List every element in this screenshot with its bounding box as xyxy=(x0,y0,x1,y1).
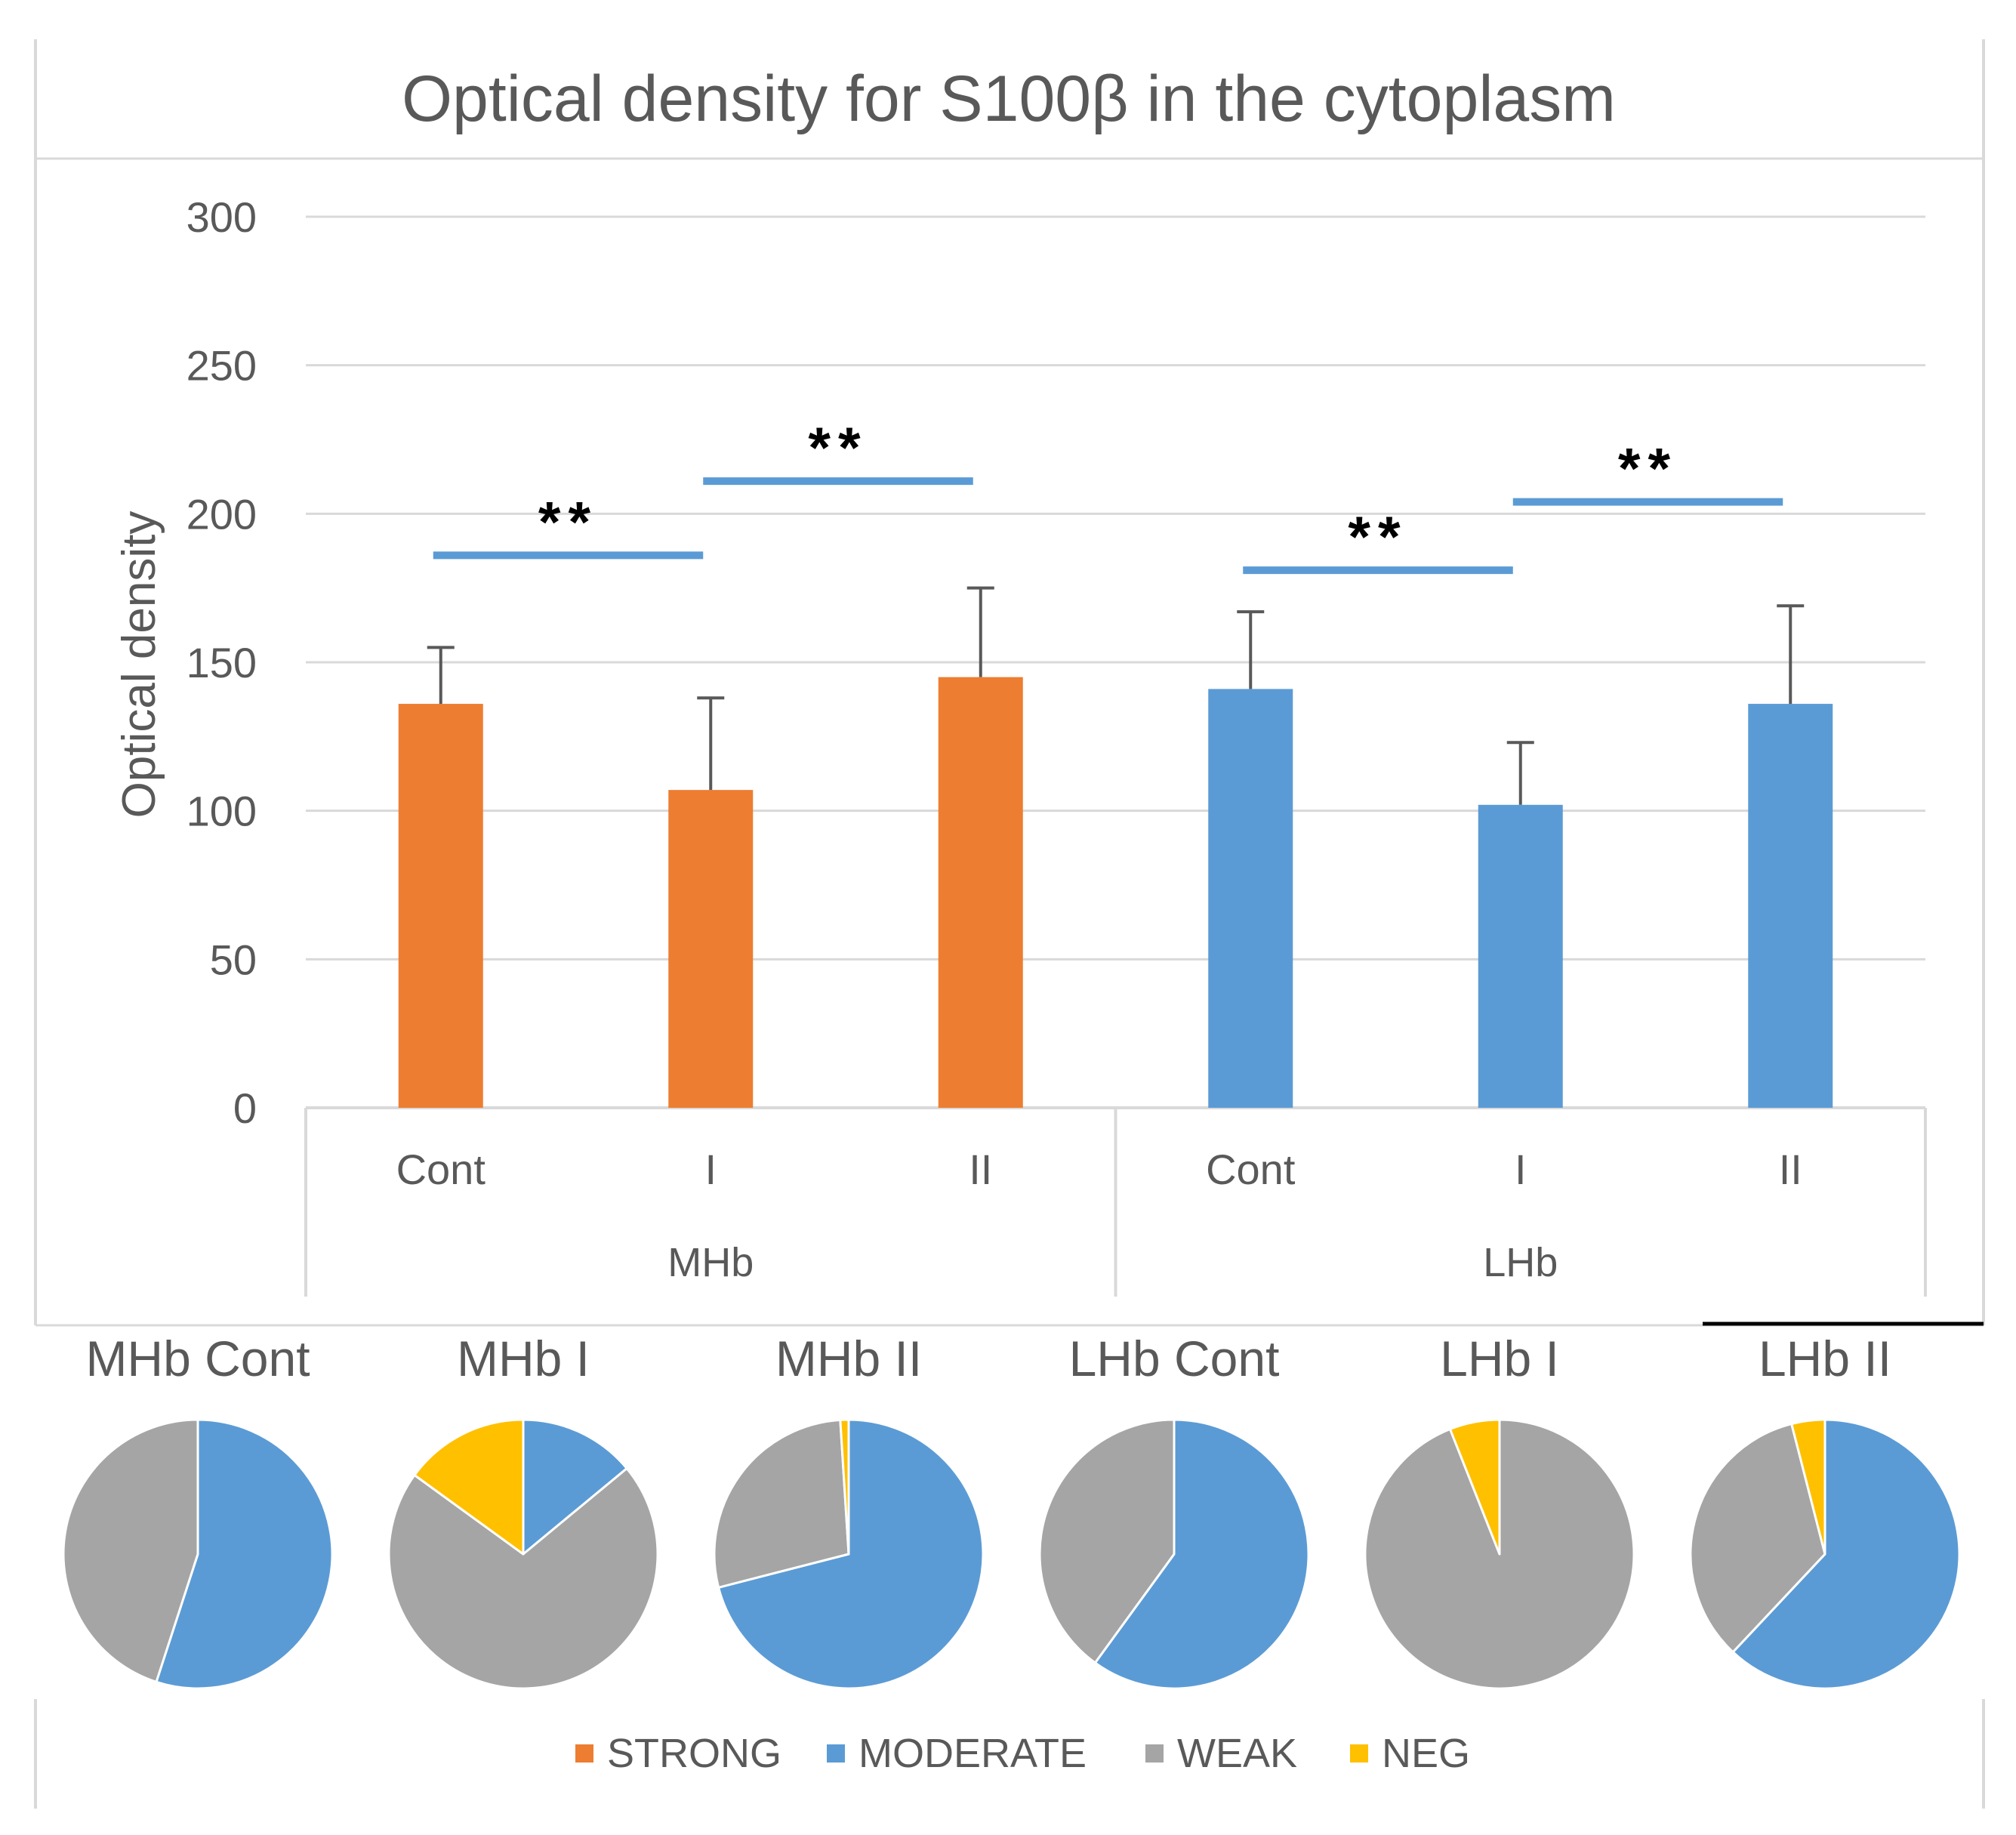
significance-markers: ** ** ** ** xyxy=(433,416,1783,575)
legend-swatch-neg xyxy=(1350,1744,1368,1763)
pie-mhb-i: MHb I xyxy=(387,1331,659,1690)
legend-swatch-strong xyxy=(575,1744,593,1763)
significance-label: ** xyxy=(538,490,598,554)
bar-MHb-II xyxy=(938,677,1023,1108)
group-label: LHb xyxy=(1483,1240,1558,1285)
bars xyxy=(398,677,1833,1108)
pie-title: MHb Cont xyxy=(85,1331,310,1386)
pie-slice-neg xyxy=(1790,1418,1826,1556)
bar-LHb-I xyxy=(1478,804,1563,1108)
pie-slice-weak xyxy=(62,1418,199,1683)
pie-slice-moderate xyxy=(1093,1418,1310,1690)
bar-chart: Optical density for S100β in the cytopla… xyxy=(34,39,1985,1327)
pie-slice-moderate xyxy=(717,1418,985,1690)
category-label: II xyxy=(969,1146,992,1193)
significance-label: ** xyxy=(1348,505,1407,569)
y-tick-label: 0 xyxy=(233,1084,257,1132)
pie-title: MHb I xyxy=(457,1331,590,1386)
y-tick-label: 200 xyxy=(186,490,257,538)
y-tick-label: 250 xyxy=(186,342,257,390)
chart-title: Optical density for S100β in the cytopla… xyxy=(402,63,1616,135)
pie-title: MHb II xyxy=(775,1331,922,1386)
category-label: II xyxy=(1779,1146,1802,1193)
pie-slice-neg xyxy=(1448,1418,1501,1556)
significance-label: ** xyxy=(1618,437,1678,501)
pie-slice-weak xyxy=(713,1418,850,1589)
legend-label-strong: STRONG xyxy=(607,1731,781,1776)
pie-slice-weak xyxy=(1038,1418,1176,1664)
legend-label-weak: WEAK xyxy=(1177,1731,1297,1776)
pie-mhb-cont: MHb Cont xyxy=(62,1331,334,1690)
pie-slice-neg xyxy=(839,1418,850,1556)
pie-title: LHb I xyxy=(1440,1331,1559,1386)
y-tick-label: 150 xyxy=(186,639,257,686)
pie-slice-moderate xyxy=(522,1418,628,1556)
pie-mhb-ii: MHb II xyxy=(713,1331,985,1690)
legend-label-neg: NEG xyxy=(1382,1731,1470,1776)
pie-title: LHb Cont xyxy=(1069,1331,1280,1386)
y-axis-label: Optical density xyxy=(113,511,165,819)
legend-swatch-moderate xyxy=(827,1744,845,1763)
legend-frame xyxy=(34,1699,1985,1809)
pie-slice-weak xyxy=(1689,1423,1826,1654)
legend-swatch-weak xyxy=(1145,1744,1164,1763)
legend-label-moderate: MODERATE xyxy=(858,1731,1087,1776)
category-label: Cont xyxy=(1206,1146,1296,1193)
y-tick-label: 300 xyxy=(186,193,257,241)
pie-lhb-ii: LHb II xyxy=(1689,1331,1961,1690)
pie-slice-moderate xyxy=(155,1418,334,1690)
pie-slice-weak xyxy=(1364,1418,1635,1690)
pie-slice-neg xyxy=(413,1418,525,1556)
bar-MHb-I xyxy=(668,790,754,1108)
gridlines xyxy=(306,215,1925,961)
y-tick-label: 50 xyxy=(210,936,257,983)
category-label: Cont xyxy=(396,1146,486,1193)
legend: STRONG MODERATE WEAK NEG xyxy=(575,1731,1470,1776)
pie-title: LHb II xyxy=(1759,1331,1891,1386)
bar-MHb-Cont xyxy=(398,704,483,1108)
error-bars xyxy=(427,586,1805,805)
pie-slice-weak xyxy=(387,1467,659,1690)
pie-lhb-cont: LHb Cont xyxy=(1038,1331,1310,1690)
bar-LHb-II xyxy=(1748,704,1833,1108)
y-axis-ticks: 0 50 100 150 200 250 300 xyxy=(186,193,257,1132)
bar-LHb-Cont xyxy=(1208,689,1293,1108)
category-label: I xyxy=(704,1146,717,1193)
pie-charts: MHb Cont MHb I MHb II LHb Cont LHb I LHb II xyxy=(62,1331,1961,1690)
pie-lhb-i: LHb I xyxy=(1364,1331,1635,1690)
category-label: I xyxy=(1515,1146,1527,1193)
pie-slice-moderate xyxy=(1731,1418,1961,1690)
group-label: MHb xyxy=(667,1240,754,1285)
y-tick-label: 100 xyxy=(186,788,257,835)
significance-label: ** xyxy=(808,416,868,480)
